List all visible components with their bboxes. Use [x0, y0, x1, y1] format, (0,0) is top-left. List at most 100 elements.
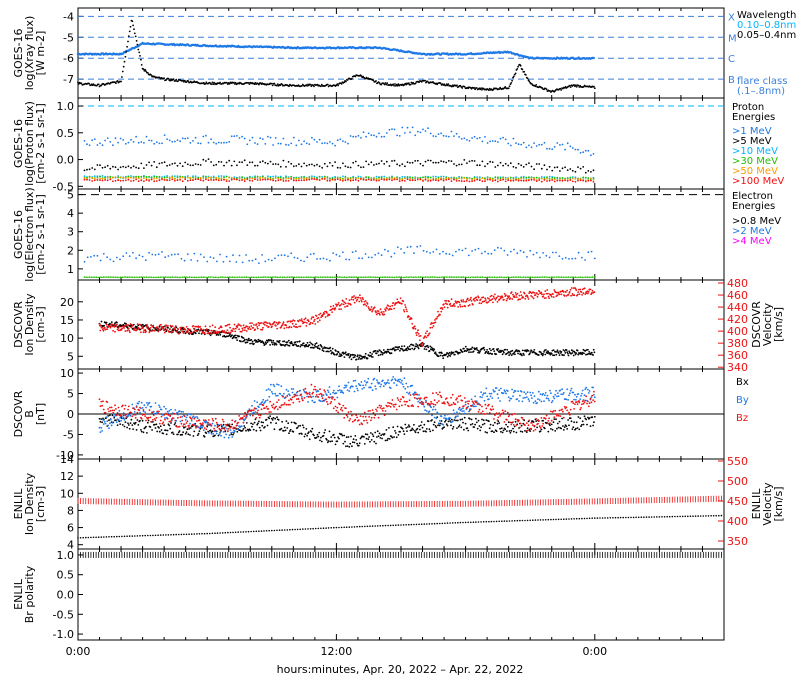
- proton-legend-item: >10 MeV: [732, 146, 778, 157]
- enlil-velocity-y2tick-label: 350: [727, 535, 748, 548]
- dscovr-b-legend-item: By: [736, 395, 749, 406]
- enlil-polarity-panel: 1.0 0.5 0.0 -0.5 -1.0 ENLILBr polarity: [12, 548, 725, 641]
- dscovr-velocity-y2tick-label: 480: [727, 277, 748, 290]
- dscovr-density-ytick-label: 15: [60, 314, 74, 327]
- enlil-velocity-y2tick-label: 450: [727, 495, 748, 508]
- dscovr-b-panel: 10 5 0 -5 -10 DSCOVRB[nT] Bx By Bz: [12, 367, 749, 462]
- enlil-velocity-series: [77, 495, 722, 508]
- electron-series-floor: [83, 276, 596, 279]
- enlil-polarity-ytick-label: 0.5: [57, 569, 75, 582]
- electron-legend-title2: Energies: [732, 201, 775, 212]
- xray-ytick-label: -5: [63, 31, 74, 44]
- proton-legend-title2: Energies: [732, 112, 775, 123]
- dscovr-b-ylabel: DSCOVRB[nT]: [12, 390, 47, 437]
- dscovr-density-ylabel: DSCOVRIon Density[cm-3]: [12, 293, 47, 356]
- enlil-velocity-ylabel: ENLILVelocity[km/s]: [750, 482, 785, 526]
- proton-series-0: [83, 126, 595, 157]
- xray-ylabel: GOES-16log(Xray flux)[W m-2]: [12, 16, 47, 91]
- enlil-polarity-series: [77, 551, 722, 558]
- enlil-density-ytick-label: 14: [60, 453, 74, 466]
- dscovr-b-legend-item: Bx: [736, 377, 749, 388]
- enlil-velocity-y2tick-label: 400: [727, 515, 748, 528]
- dscovr-density-ytick-label: 10: [60, 332, 74, 345]
- proton-legend-item: >1 MeV: [732, 126, 772, 137]
- dscovr-velocity-y2tick-label: 460: [727, 289, 748, 302]
- time-axis: 0:00 12:00 0:00: [66, 645, 608, 658]
- dscovr-velocity-y2tick-label: 420: [727, 313, 748, 326]
- proton-legend-title: Proton: [732, 102, 764, 113]
- xray-panel: -4 -5 -6 -7 GOES-16log(Xray flux)[W m-2] XMCB…: [12, 7, 796, 99]
- flare-class-label: C: [728, 54, 735, 65]
- proton-ylabel: GOES-16log(Proton flux)[cm-2 s-1 sr-1]: [12, 101, 47, 186]
- proton-ytick-label: 1.0: [57, 100, 75, 113]
- proton-legend-item: >5 MeV: [732, 136, 772, 147]
- electron-frame: [77, 188, 725, 281]
- dscovr-b-ytick-label: -10: [56, 449, 74, 462]
- electron-ytick-label: 3: [67, 226, 74, 239]
- electron-ytick-label: 2: [67, 244, 74, 257]
- proton-series-5: [83, 178, 595, 183]
- flare-class-legend: flare class: [737, 76, 787, 87]
- time-axis-title: hours:minutes, Apr. 20, 2022 – Apr. 22, …: [277, 663, 524, 676]
- time-tick-label: 12:00: [321, 645, 353, 658]
- enlil-polarity-frame: [77, 548, 725, 641]
- dscovr-velocity-ylabel: DSCOVRVelocity[km/s]: [750, 301, 785, 348]
- enlil-velocity-y2tick-label: 550: [727, 455, 748, 468]
- enlil-polarity-ytick-label: -0.5: [53, 608, 74, 621]
- flare-class-range: (.1–.8nm): [737, 86, 785, 97]
- dscovr-density-ytick-label: 20: [60, 296, 74, 309]
- enlil-polarity-ytick-label: -1.0: [53, 628, 74, 641]
- dscovr-b-series-2: [98, 383, 596, 432]
- electron-ytick-label: 1: [67, 263, 74, 276]
- enlil-polarity-ylabel: ENLILBr polarity: [12, 565, 36, 623]
- proton-ytick-label: -0.5: [53, 180, 74, 193]
- enlil-velocity-y2tick-label: 500: [727, 475, 748, 488]
- electron-legend-item: >4 MeV: [732, 236, 772, 247]
- electron-ylabel: GOES-16log(Electron flux)[cm-2 s-1 sr-1]: [12, 187, 47, 281]
- proton-panel: 1.0 0.5 0.0 -0.5 GOES-16log(Proton flux)[cm-…: [12, 97, 784, 193]
- dscovr-b-ytick-label: 5: [67, 388, 74, 401]
- enlil-density-ytick-label: 6: [67, 522, 74, 535]
- dscovr-velocity-y2tick-label: 400: [727, 325, 748, 338]
- proton-legend-item: >30 MeV: [732, 156, 778, 167]
- dscovr-b-ytick-label: 10: [60, 367, 74, 380]
- enlil-density-panel: 14 12 10 8 6 4 550 500 450 400 350 ENLILIon Density…: [12, 453, 785, 552]
- proton-ytick-label: 0.5: [57, 127, 75, 140]
- enlil-polarity-ytick-label: 1.0: [57, 549, 75, 562]
- dscovr-velocity-series: [98, 287, 596, 348]
- electron-ytick-label: 5: [67, 189, 74, 202]
- flare-class-label: M: [728, 33, 737, 44]
- dscovr-velocity-y2tick-label: 440: [727, 301, 748, 314]
- enlil-density-ytick-label: 10: [60, 487, 74, 500]
- electron-legend-item: >0.8 MeV: [732, 216, 781, 227]
- enlil-polarity-ytick-label: 0.0: [57, 589, 75, 602]
- electron-legend-item: >2 MeV: [732, 226, 772, 237]
- xray-ytick-label: -4: [63, 10, 74, 23]
- electron-legend-title: Electron: [732, 191, 773, 202]
- xray-legend-title: Wavelength: [737, 10, 796, 21]
- electron-ytick-label: 4: [67, 207, 74, 220]
- dscovr-b-legend-item: Bz: [736, 413, 748, 424]
- electron-panel: 5 4 3 2 1 GOES-16log(Electron flux)[cm-2 s-1 …: [12, 187, 781, 281]
- dscovr-velocity-y2tick-label: 340: [727, 361, 748, 374]
- flare-class-label: X: [728, 12, 735, 23]
- dscovr-density-ytick-label: 5: [67, 350, 74, 363]
- proton-ytick-label: 0.0: [57, 154, 75, 167]
- time-tick-label: 0:00: [66, 645, 91, 658]
- dscovr-density-frame: [77, 279, 725, 370]
- dscovr-b-series-1: [98, 376, 596, 439]
- dscovr-velocity-y2tick-label: 360: [727, 349, 748, 362]
- dscovr-b-ytick-label: 0: [67, 408, 74, 421]
- enlil-density-ytick-label: 4: [67, 539, 74, 552]
- enlil-density-series: [77, 514, 723, 539]
- xray-legend-item: 0.05–0.4nm: [737, 30, 796, 41]
- xray-ytick-label: -7: [63, 73, 74, 86]
- dscovr-b-ytick-label: -5: [63, 428, 74, 441]
- proton-legend-item: >100 MeV: [732, 176, 784, 187]
- dscovr-velocity-y2tick-label: 380: [727, 337, 748, 350]
- flare-class-label: B: [728, 75, 735, 86]
- xray-ytick-label: -6: [63, 52, 74, 65]
